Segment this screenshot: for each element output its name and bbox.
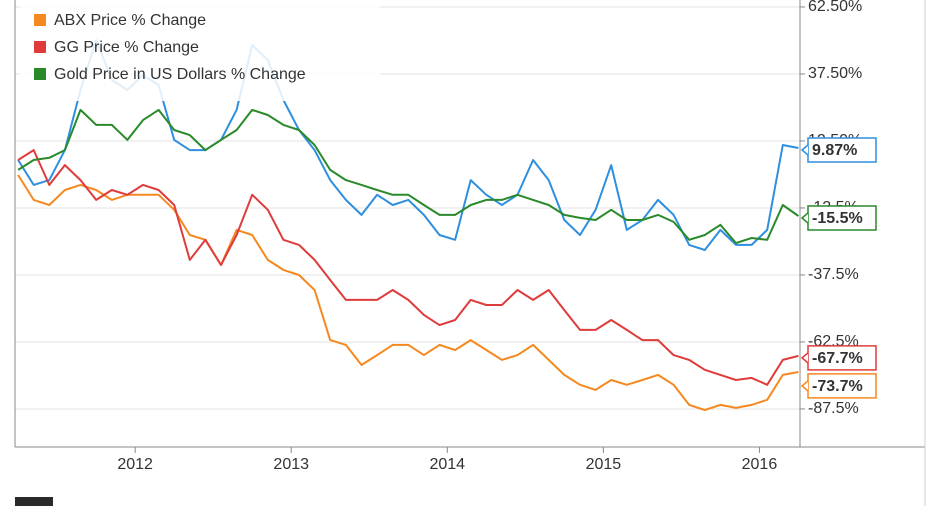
legend-label: GG Price % Change (54, 39, 199, 56)
legend-swatch (34, 41, 46, 53)
x-tick-label: 2016 (742, 456, 778, 473)
legend-box (20, 0, 380, 101)
end-label-pointer (800, 212, 809, 224)
legend-swatch (34, 68, 46, 80)
end-label-box (807, 345, 877, 371)
x-tick-label: 2014 (429, 456, 465, 473)
end-label: -67.7% (812, 350, 863, 367)
y-tick-label: 62.50% (808, 0, 862, 15)
end-label-box (807, 373, 877, 399)
end-label-pointer (800, 352, 809, 364)
y-tick-label: -87.5% (808, 400, 859, 417)
x-tick-label: 2015 (586, 456, 622, 473)
series-line (17, 149, 799, 386)
legend-swatch (34, 14, 46, 26)
legend-label: Gold Price in US Dollars % Change (54, 66, 306, 83)
end-labels: 9.87% -15.5% -67.7% -73.7% (800, 137, 877, 399)
grid: 2012 2013 2014 2015 2016 (15, 6, 800, 473)
y-tick-label: -37.5% (808, 266, 859, 283)
x-tick-label: 2012 (117, 456, 153, 473)
series-line (17, 174, 799, 411)
series-line (17, 108, 799, 245)
y-tick-label: 37.50% (808, 65, 862, 82)
logo (15, 497, 53, 506)
legend: ABX Price % Change GG Price % Change Gold … (20, 0, 380, 101)
legend-label: ABX Price % Change (54, 12, 206, 29)
end-label-pointer (800, 144, 809, 156)
end-label-pointer (800, 380, 809, 392)
end-label: 9.87% (812, 142, 857, 159)
x-tick-label: 2013 (273, 456, 309, 473)
end-label: -15.5% (812, 210, 863, 227)
end-label: -73.7% (812, 378, 863, 395)
